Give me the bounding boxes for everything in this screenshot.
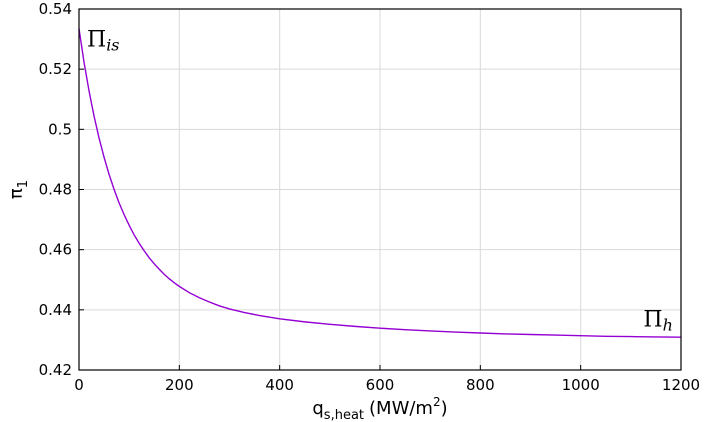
y-tick-label: 0.54 xyxy=(39,0,72,18)
y-tick-label: 0.44 xyxy=(39,301,72,319)
x-tick-label: 1000 xyxy=(562,376,600,394)
x-axis-label-main: q xyxy=(312,398,323,419)
y-tick-label: 0.48 xyxy=(39,181,72,199)
y-axis-label-sub: 1 xyxy=(16,180,31,188)
x-tick-label: 800 xyxy=(466,376,495,394)
y-tick-label: 0.5 xyxy=(48,120,72,138)
grid xyxy=(79,9,681,370)
x-axis-label-unit: (MW/m xyxy=(369,398,433,419)
x-tick-label: 400 xyxy=(265,376,294,394)
annotation-pi-is: Πis xyxy=(87,28,120,55)
y-tick-label: 0.46 xyxy=(39,241,72,259)
y-tick-label: 0.52 xyxy=(39,60,72,78)
x-axis-label: qs,heat (MW/m2) xyxy=(312,395,447,422)
annotation-pi-is-main: Π xyxy=(87,28,106,53)
x-tick-label: 200 xyxy=(165,376,194,394)
y-tick-label: 0.42 xyxy=(39,361,72,379)
x-tick-label: 600 xyxy=(366,376,395,394)
annotations: Πis Πh xyxy=(87,28,673,335)
annotation-pi-h: Πh xyxy=(643,307,673,334)
annotation-pi-h-sub: h xyxy=(663,315,673,334)
y-axis-label-main: π xyxy=(6,188,27,199)
x-axis-label-unit-close: ) xyxy=(441,398,448,419)
series-layer xyxy=(78,28,682,338)
ticks: 0 200 400 600 800 1000 1200 0.42 0.44 0.46 0.48 0.5… xyxy=(39,0,701,394)
x-tick-label: 0 xyxy=(74,376,84,394)
annotation-pi-is-sub: is xyxy=(106,36,119,55)
x-axis-label-sub: s,heat xyxy=(324,408,364,422)
x-axis-label-sup: 2 xyxy=(433,395,441,409)
annotation-pi-h-main: Π xyxy=(643,307,662,332)
y-axis-label: π1 xyxy=(6,180,31,199)
x-tick-label: 1200 xyxy=(662,376,700,394)
series-line xyxy=(78,28,682,338)
